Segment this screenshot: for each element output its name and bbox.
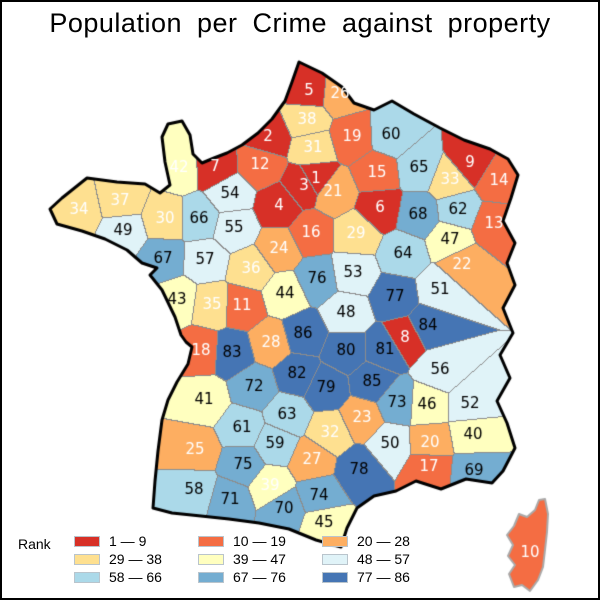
legend-entry: 1 — 9 [74, 533, 198, 549]
legend-range-label: 1 — 9 [109, 533, 147, 549]
legend-entry: 20 — 28 [322, 533, 452, 549]
page-title: Population per Crime against property [49, 8, 551, 38]
legend-range-label: 77 — 86 [357, 569, 410, 585]
legend-entry: 10 — 19 [198, 533, 322, 549]
legend-swatch [74, 553, 100, 565]
legend-swatch [198, 553, 224, 565]
legend-range-label: 29 — 38 [109, 551, 162, 567]
legend-entry: 39 — 47 [198, 551, 322, 567]
legend-rank-label: Rank [18, 536, 51, 552]
legend-range-label: 48 — 57 [357, 551, 410, 567]
legend-range-label: 67 — 76 [233, 569, 286, 585]
legend-swatch [198, 571, 224, 583]
legend: 1 — 9 10 — 19 20 — 28 29 — 38 39 — 47 48… [74, 532, 452, 586]
legend-swatch [198, 535, 224, 547]
legend-entry: 77 — 86 [322, 569, 452, 585]
legend-range-label: 20 — 28 [357, 533, 410, 549]
legend-swatch [322, 553, 348, 565]
legend-swatch [322, 571, 348, 583]
legend-swatch [322, 535, 348, 547]
legend-range-label: 10 — 19 [233, 533, 286, 549]
legend-swatch [74, 571, 100, 583]
legend-entry: 48 — 57 [322, 551, 452, 567]
legend-entry: 58 — 66 [74, 569, 198, 585]
legend-range-label: 39 — 47 [233, 551, 286, 567]
legend-swatch [74, 535, 100, 547]
legend-entry: 29 — 38 [74, 551, 198, 567]
legend-range-label: 58 — 66 [109, 569, 162, 585]
legend-entry: 67 — 76 [198, 569, 322, 585]
